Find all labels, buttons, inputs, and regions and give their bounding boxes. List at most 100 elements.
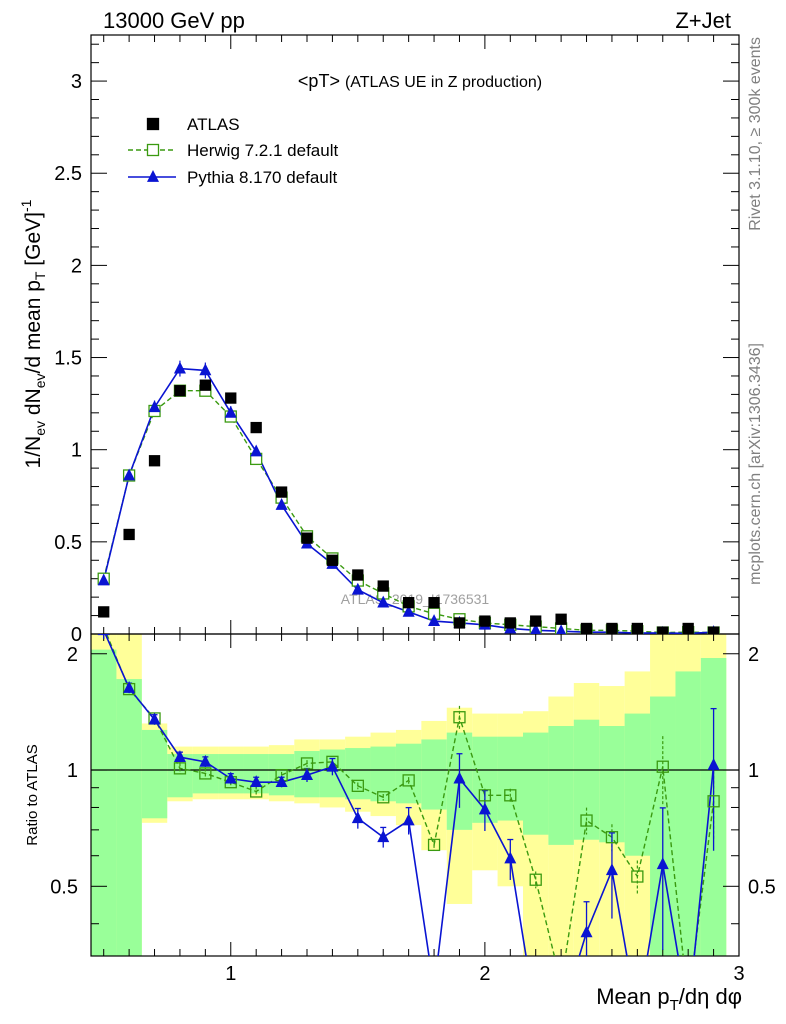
ratio-tick-label-right: 1 [748,760,759,782]
pythia-ratio-point [580,925,593,938]
band-inner-bin [395,743,422,804]
atlas-point [453,617,466,629]
pythia-ratio-point [123,681,136,693]
pythia-ratio-point [326,759,339,772]
y-tick-label: 3 [71,71,82,93]
pythia-point [250,444,263,457]
ratio-ylabel: Ratio to ATLAS [24,744,41,845]
atlas-point [98,606,110,618]
atlas-point [530,615,542,627]
legend-label: ATLAS [187,115,240,134]
pythia-point [173,361,186,374]
herwig-ratio-point [478,789,492,802]
pythia-ratio-point [97,634,110,636]
atlas-point [707,626,720,634]
mcplots-label: mcplots.cern.ch [arXiv:1306.3436] [747,343,764,585]
atlas-point [555,613,567,625]
atlas-point [504,617,516,629]
atlas-point [580,622,593,634]
herwig-ratio-point [707,795,720,808]
band-inner-bin [116,679,142,956]
pythia-ratio-point [199,754,212,767]
band-inner-bin [141,729,168,819]
pythia-point [224,405,237,418]
herwig-ratio-point [453,711,466,724]
atlas-point [377,580,389,592]
pythia-ratio-point [453,771,466,784]
pythia-point [148,400,161,413]
herwig-ratio-point [427,838,441,852]
pythia-ratio-point [250,775,263,788]
pythia-ratio-point [351,811,364,824]
band-inner-bin [675,671,701,956]
ratio-tick-label: 1 [67,760,78,782]
y-tick-label: 1.5 [54,348,82,370]
atlas-point [275,486,288,498]
atlas-point [402,597,415,609]
pythia-point [351,582,364,595]
ratio-tick-label-right: 0.5 [748,876,776,898]
pythia-ratio-point [224,771,237,784]
atlas-point [301,532,313,544]
pythia-ratio-point [377,830,390,843]
svg-text:Mean pT/dη dφ: Mean pT/dη dφ [596,984,742,1014]
pythia-ratio-point [605,863,618,876]
band-inner-bin [599,726,625,843]
pythia-ratio-point [478,802,491,815]
atlas-point [148,455,161,467]
pythia-point [556,624,567,634]
band-inner-bin [497,736,523,821]
xlabel: Mean pT/dη dφ [596,984,742,1014]
x-tick-label: 1 [225,963,236,985]
y-tick-label: 0 [71,624,82,646]
pythia-point [123,468,136,481]
chart-title: <pT> (ATLAS UE in Z production) [298,71,542,91]
legend-atlas-marker [146,117,160,131]
herwig-ratio-point [580,814,593,827]
y-tick-label: 2 [71,255,82,277]
atlas-point [606,622,618,634]
band-inner-bin [624,713,651,856]
herwig-ratio-point [377,791,390,804]
pythia-point [377,595,390,608]
ratio-tick-label: 0.5 [50,876,78,898]
pythia-ratio-point [301,768,313,780]
legend-label: Pythia 8.170 default [187,168,338,187]
atlas-point [631,622,644,634]
herwig-ratio-point [402,774,415,787]
atlas-point [326,554,339,566]
main-ylabel: 1/Nev dNev/d mean pT [GeV]-1 [18,199,48,468]
atlas-point [352,569,364,581]
atlas-point [428,597,440,609]
atlas-point [250,421,262,434]
herwig-ratio-point [199,767,212,780]
pythia-point [402,604,415,617]
band-inner-bin [523,732,549,835]
atlas-point [479,615,491,627]
atlas-point [225,392,237,404]
pythia-point [530,623,542,634]
x-tick-label: 3 [733,963,744,985]
pythia-ratio-point [402,813,415,826]
pythia-ratio-point [148,712,161,725]
ratio-frame [90,633,740,957]
band-inner-bin [91,649,117,956]
herwig-ratio-point [504,789,517,802]
herwig-ratio-point [173,762,187,775]
header-left: 13000 GeV pp [103,8,245,33]
pythia-ratio-point [707,758,720,770]
x-tick-label: 2 [479,963,490,985]
atlas-point [657,626,669,634]
herwig-ratio-point [631,870,644,883]
y-tick-label: 0.5 [54,532,82,554]
header-right: Z+Jet [675,8,731,33]
ratio-tick-label-right: 2 [748,644,759,666]
herwig-ratio-point [605,831,619,844]
pythia-point [199,363,212,376]
y-tick-label: 2.5 [54,163,82,185]
pythia-ratio-point [275,775,288,788]
legend-label: Herwig 7.2.1 default [187,141,338,160]
rivet-label: Rivet 3.1.10, ≥ 300k events [747,37,764,231]
ratio-tick-label: 2 [67,644,78,666]
